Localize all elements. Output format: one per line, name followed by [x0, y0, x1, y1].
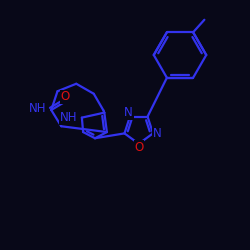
Text: NH: NH	[29, 102, 47, 115]
Text: N: N	[152, 127, 161, 140]
Text: NH: NH	[60, 111, 77, 124]
Text: O: O	[60, 90, 70, 104]
Text: O: O	[134, 141, 143, 154]
Text: N: N	[124, 106, 133, 119]
